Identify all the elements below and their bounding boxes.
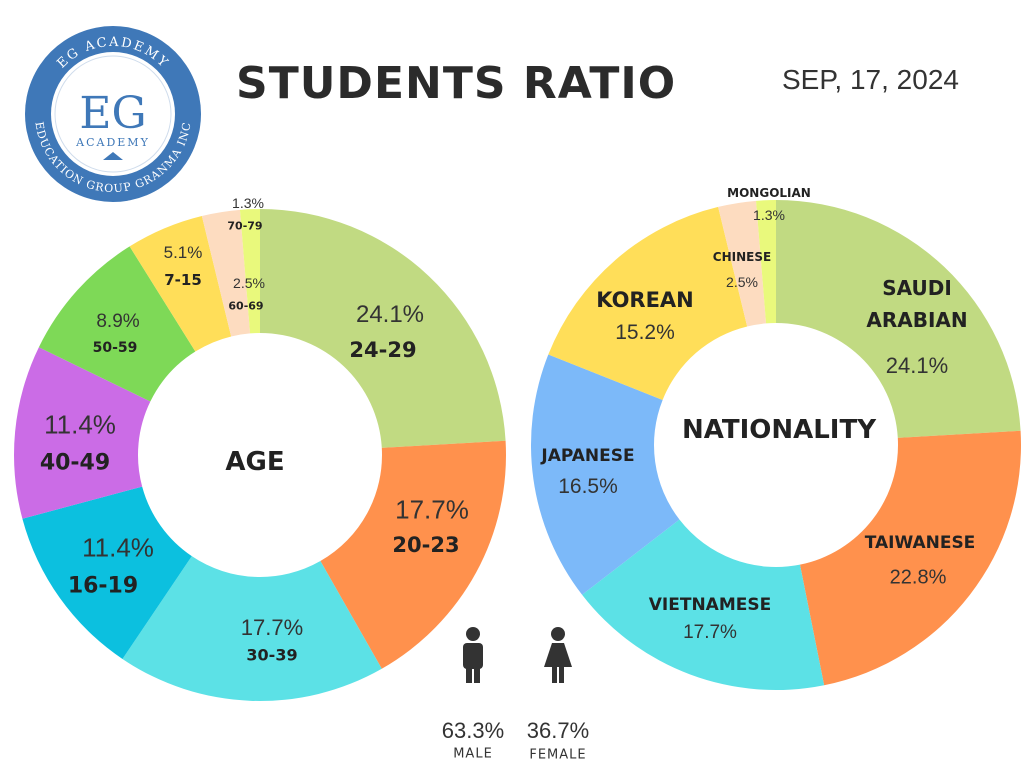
nationality-slice-japanese (531, 354, 680, 595)
nat-saudi-label: SAUDI ARABIAN (866, 276, 968, 332)
age-30-39-pct: 17.7% (240, 615, 304, 640)
age-slice-16-19 (22, 486, 192, 659)
age-24-29-pct: 24.1% (355, 301, 425, 328)
age-20-23-label: 20-23 (392, 533, 460, 557)
report-date: SEP, 17, 2024 (782, 64, 959, 95)
age-7-15-label: 7-15 (164, 271, 202, 289)
nat-mongolian-label: MONGOLIAN (727, 186, 811, 200)
age-slice-24-29 (260, 209, 506, 448)
age-70-79-pct: 1.3% (232, 195, 264, 211)
female-label: FEMALE (529, 747, 587, 763)
nationality-slice-korean (548, 206, 748, 400)
age-7-15-pct: 5.1% (163, 243, 203, 262)
age-slice-7-15 (129, 215, 232, 352)
age-70-79-label: 70-79 (227, 219, 263, 233)
age-50-59-pct: 8.9% (96, 311, 140, 332)
age-30-39-label: 30-39 (246, 645, 298, 665)
age-slice-20-23 (320, 440, 506, 669)
age-40-49-label: 40-49 (39, 450, 111, 476)
age-40-49-pct: 11.4% (44, 409, 116, 440)
age-16-19-label: 16-19 (67, 573, 139, 599)
nat-saudi-pct: 24.1% (885, 353, 949, 378)
male-icon (463, 627, 483, 683)
nat-mongolian-pct: 1.3% (753, 207, 785, 223)
age-slice-60-69 (201, 209, 251, 337)
nat-vietnamese-label: VIETNAMESE (648, 595, 772, 615)
age-slice-50-59 (38, 246, 196, 402)
female-percentage: 36.7% (526, 718, 590, 743)
svg-text:ACADEMY: ACADEMY (75, 136, 150, 149)
nat-korean-pct: 15.2% (615, 321, 675, 344)
nationality-chart-title: NATIONALITY (681, 415, 877, 445)
age-20-23-pct: 17.7% (395, 494, 469, 525)
nationality-slice-saudi-arabian (776, 200, 1021, 438)
age-60-69-label: 60-69 (228, 299, 264, 313)
nationality-slice-vietnamese (582, 519, 825, 690)
nationality-slice-taiwanese (799, 430, 1021, 686)
male-percentage: 63.3% (441, 718, 505, 743)
nat-taiwanese-label: TAIWANESE (864, 533, 976, 553)
age-donut-chart (14, 209, 506, 701)
age-50-59-label: 50-59 (92, 340, 138, 356)
female-icon (544, 627, 572, 683)
age-slice-70-79 (239, 209, 260, 334)
nationality-slice-chinese (718, 200, 767, 327)
nat-japanese-pct: 16.5% (558, 475, 618, 498)
age-slice-30-39 (122, 556, 382, 701)
age-chart-title: AGE (225, 447, 285, 477)
svg-text:EG: EG (79, 88, 146, 139)
nat-chinese-label: CHINESE (712, 250, 772, 264)
nat-japanese-label: JAPANESE (541, 446, 635, 466)
eg-academy-logo: EG ACADEMY EDUCATION GROUP GRANMA INC EG… (25, 26, 201, 202)
page-title: STUDENTS RATIO (236, 58, 677, 109)
nat-vietnamese-pct: 17.7% (683, 622, 737, 643)
male-label: MALE (453, 746, 493, 762)
nat-chinese-pct: 2.5% (726, 274, 758, 290)
age-slice-40-49 (14, 347, 151, 519)
nationality-slice-mongolian (756, 200, 776, 324)
nat-taiwanese-pct: 22.8% (889, 566, 947, 589)
age-16-19-pct: 11.4% (82, 532, 154, 563)
nationality-donut-chart (531, 200, 1021, 690)
nat-korean-label: KOREAN (596, 288, 694, 312)
age-24-29-label: 24-29 (349, 338, 417, 362)
age-60-69-pct: 2.5% (233, 275, 265, 291)
